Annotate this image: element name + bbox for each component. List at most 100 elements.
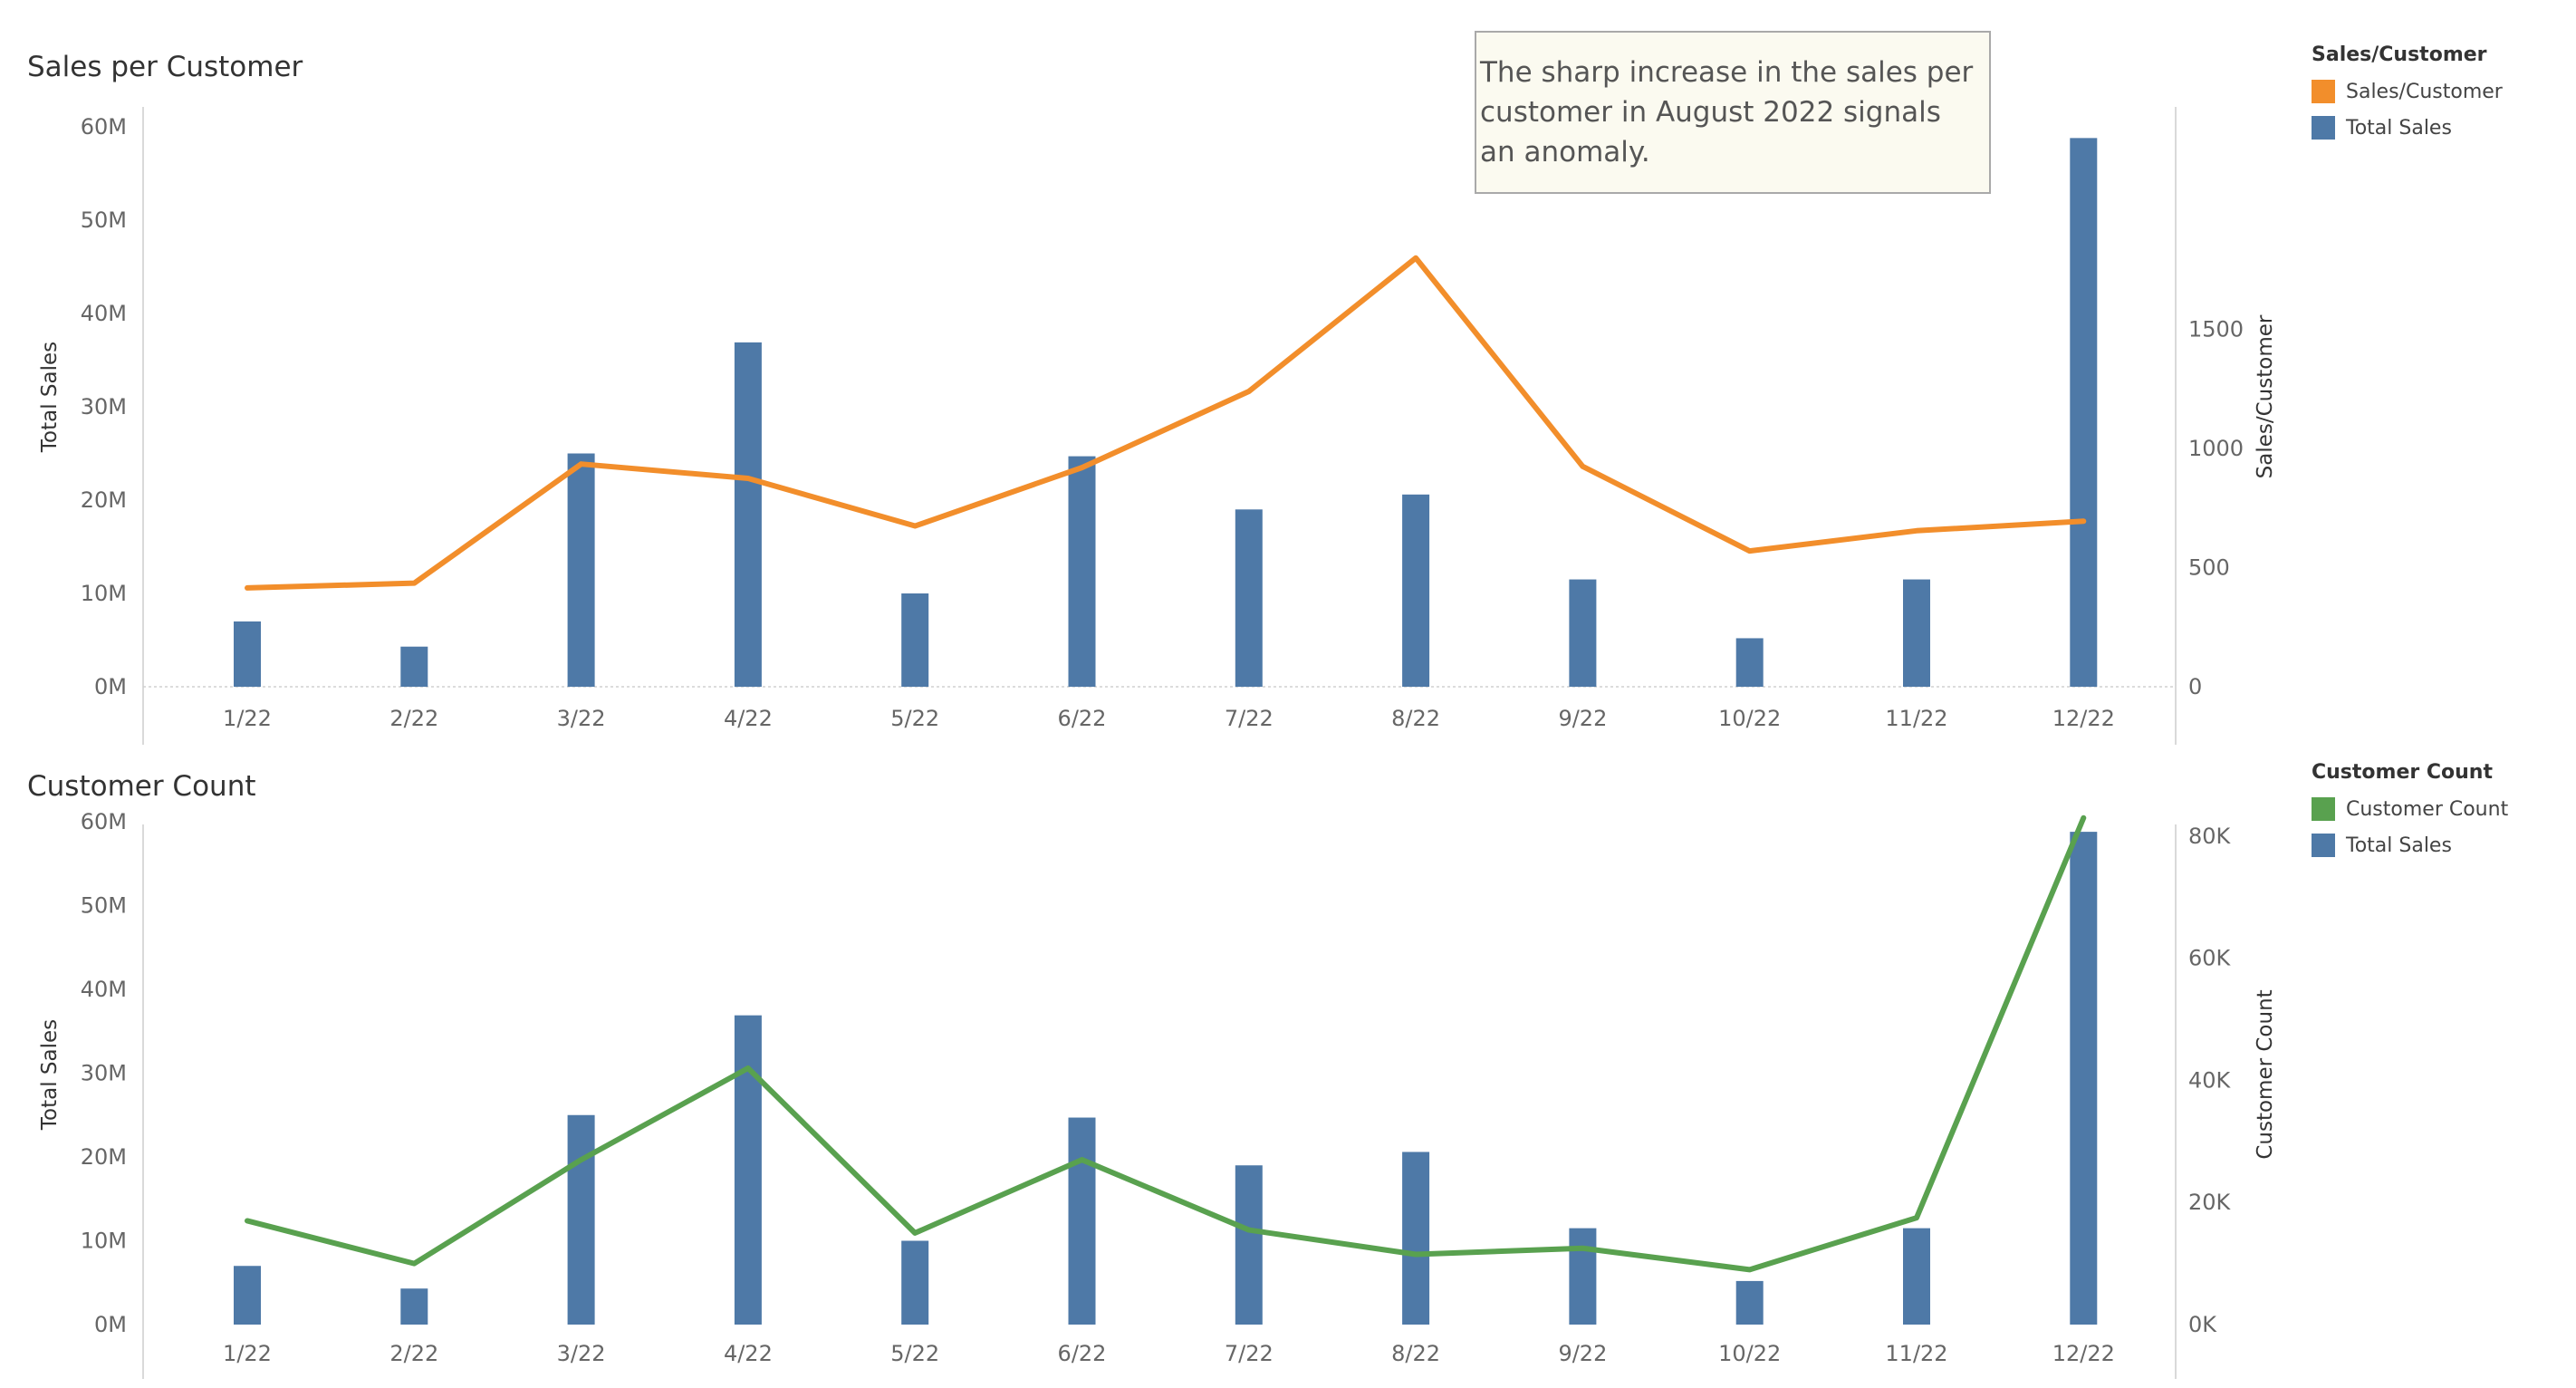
legend-item-sales-per-customer[interactable]: Sales/Customer: [2312, 73, 2503, 110]
right-tick-label: 20K: [2188, 1190, 2232, 1215]
line-customer-count: [245, 814, 2087, 1273]
chart-title-sales-per-customer: Sales per Customer: [27, 51, 303, 83]
x-tick-label: 2/22: [389, 706, 438, 731]
left-tick-label: 50M: [81, 893, 127, 919]
x-tick-label: 4/22: [724, 706, 773, 731]
bar-total-sales: [1903, 579, 1930, 687]
left-tick-label: 40M: [81, 301, 127, 326]
right-tick-label: 0: [2188, 674, 2202, 699]
legend-item-total-sales[interactable]: Total Sales: [2312, 827, 2508, 863]
left-tick-label: 0M: [94, 674, 127, 699]
bar-total-sales: [1569, 579, 1597, 687]
left-tick-label: 60M: [81, 809, 127, 834]
right-tick-label: 80K: [2188, 824, 2232, 849]
x-tick-label: 10/22: [1718, 706, 1781, 731]
right-tick-label: 1000: [2188, 436, 2244, 461]
right-tick-label: 1500: [2188, 317, 2244, 342]
y-axis-title-right: Customer Count: [2254, 989, 2277, 1159]
bar-total-sales: [2070, 138, 2098, 688]
left-tick-label: 20M: [81, 1144, 127, 1170]
y-axis-title-right: Sales/Customer: [2254, 314, 2277, 478]
x-tick-label: 11/22: [1885, 1341, 1947, 1366]
x-tick-label: 11/22: [1885, 706, 1947, 731]
left-tick-label: 50M: [81, 207, 127, 233]
bar-total-sales: [901, 593, 929, 687]
right-tick-label: 40K: [2188, 1067, 2232, 1093]
x-tick-label: 12/22: [2052, 706, 2115, 731]
y-axis-title-left: Total Sales: [38, 1019, 62, 1131]
bar-total-sales: [1903, 1228, 1930, 1325]
legend-label: Total Sales: [2346, 834, 2452, 857]
left-tick-label: 30M: [81, 394, 127, 419]
bar-total-sales: [2070, 832, 2098, 1325]
x-tick-label: 1/22: [223, 706, 272, 731]
annotation-text: The sharp increase in the sales per cust…: [1480, 56, 1974, 169]
left-tick-label: 10M: [81, 581, 127, 606]
x-tick-label: 2/22: [389, 1341, 438, 1366]
legend-label: Customer Count: [2346, 797, 2509, 821]
legend-label: Total Sales: [2346, 116, 2452, 140]
legend-item-total-sales[interactable]: Total Sales: [2312, 110, 2503, 146]
left-tick-label: 40M: [81, 977, 127, 1002]
bar-total-sales: [1402, 1152, 1430, 1325]
x-tick-label: 1/22: [223, 1341, 272, 1366]
line-sales-customer: [245, 255, 2087, 591]
bar-total-sales: [1735, 1280, 1764, 1325]
left-tick-label: 60M: [81, 114, 127, 140]
sales-per-customer-chart: 0M 10M 20M 30M 40M 50M 60M 0 500 1000 1500 1/22 2/22…: [38, 107, 2277, 745]
bar-total-sales: [234, 621, 261, 687]
bar-total-sales: [1402, 494, 1430, 687]
anomaly-annotation: The sharp increase in the sales per cust…: [1475, 31, 1991, 194]
legend-swatch: [2312, 116, 2335, 140]
x-tick-label: 8/22: [1391, 1341, 1440, 1366]
bar-total-sales: [901, 1240, 929, 1325]
x-tick-label: 7/22: [1225, 1341, 1274, 1366]
right-tick-label: 0K: [2188, 1312, 2217, 1337]
left-tick-label: 20M: [81, 487, 127, 513]
bar-total-sales: [1569, 1228, 1597, 1325]
legend-swatch: [2312, 80, 2335, 103]
x-tick-label: 6/22: [1058, 706, 1107, 731]
bar-total-sales: [234, 1266, 261, 1325]
x-tick-label: 5/22: [890, 706, 939, 731]
customer-count-chart: 0M 10M 20M 30M 40M 50M 60M 0K 20K 40K 60K 80K 1/22 2/…: [38, 809, 2277, 1379]
bar-total-sales: [1735, 638, 1764, 687]
bar-total-sales: [1068, 1117, 1096, 1325]
bar-total-sales: [400, 1288, 428, 1325]
legend-title: Sales/Customer: [2312, 43, 2487, 66]
x-tick-label: 3/22: [557, 1341, 606, 1366]
legend-label: Sales/Customer: [2346, 80, 2503, 103]
bar-total-sales: [734, 1015, 762, 1325]
x-tick-label: 3/22: [557, 706, 606, 731]
x-tick-label: 12/22: [2052, 1341, 2115, 1366]
x-tick-label: 9/22: [1558, 1341, 1607, 1366]
chart-title-customer-count: Customer Count: [27, 770, 256, 803]
bar-total-sales: [1235, 1165, 1263, 1325]
right-tick-label: 500: [2188, 555, 2230, 581]
left-tick-label: 0M: [94, 1312, 127, 1337]
left-tick-label: 30M: [81, 1061, 127, 1086]
x-tick-label: 5/22: [890, 1341, 939, 1366]
legend-item-customer-count[interactable]: Customer Count: [2312, 791, 2508, 827]
x-tick-label: 9/22: [1558, 706, 1607, 731]
legend-swatch: [2312, 834, 2335, 857]
legend-title: Customer Count: [2312, 761, 2493, 784]
bar-total-sales: [1068, 456, 1096, 687]
x-tick-label: 8/22: [1391, 706, 1440, 731]
legend-customer-count: Customer Count Customer Count Total Sale…: [2312, 761, 2508, 863]
x-tick-label: 7/22: [1225, 706, 1274, 731]
y-axis-title-left: Total Sales: [38, 342, 62, 453]
bar-total-sales: [567, 1114, 595, 1325]
bar-total-sales: [734, 342, 762, 687]
left-tick-label: 10M: [81, 1229, 127, 1254]
bar-total-sales: [1235, 509, 1263, 687]
x-tick-label: 10/22: [1718, 1341, 1781, 1366]
x-tick-label: 4/22: [724, 1341, 773, 1366]
x-tick-label: 6/22: [1058, 1341, 1107, 1366]
bar-total-sales: [400, 646, 428, 687]
legend-sales-per-customer: Sales/Customer Sales/Customer Total Sale…: [2312, 43, 2503, 146]
bar-total-sales: [567, 453, 595, 687]
right-tick-label: 60K: [2188, 946, 2232, 971]
legend-swatch: [2312, 797, 2335, 821]
